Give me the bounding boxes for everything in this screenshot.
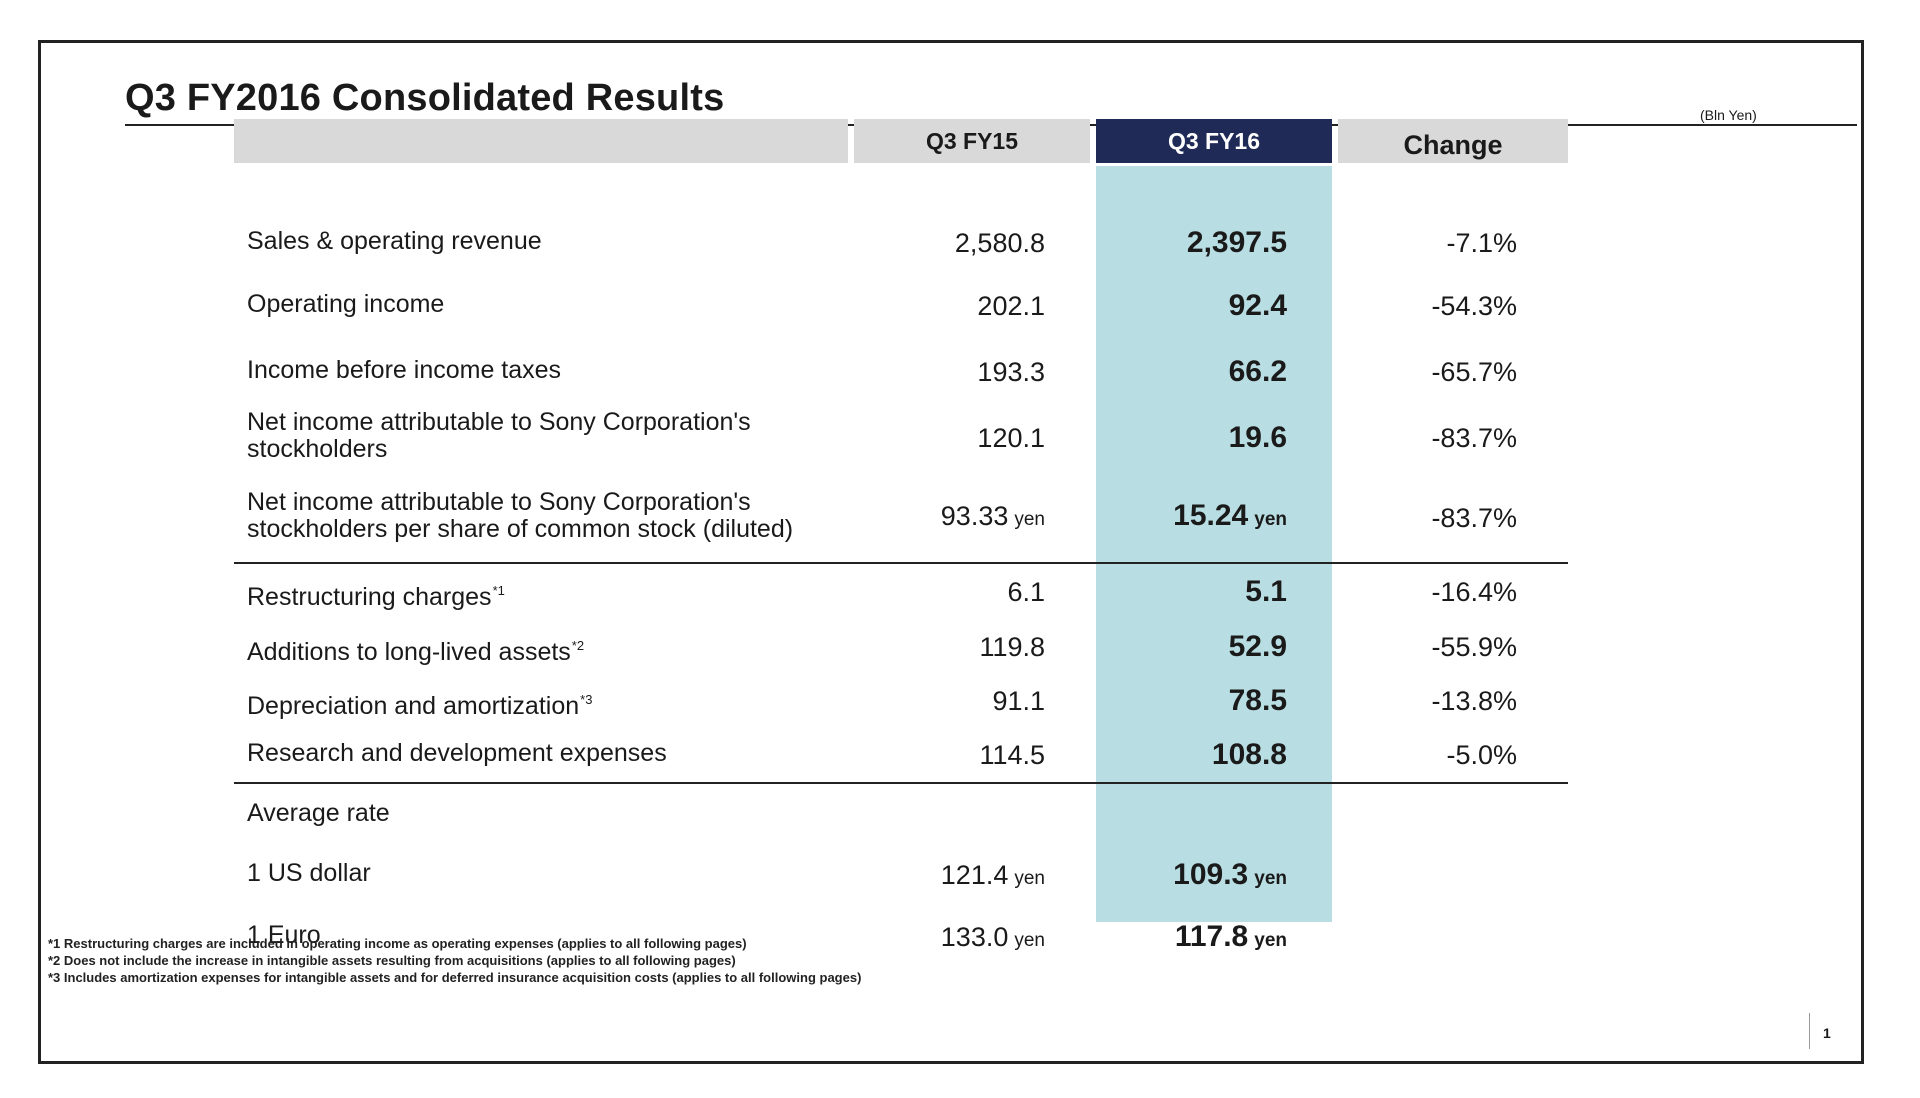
row-label-line-2: stockholders [247,435,388,463]
value-fy15: 119.8 [979,632,1045,662]
footnote-marker: *2 [571,638,585,653]
footnote-3: *3 Includes amortization expenses for in… [48,970,862,985]
value-change: -7.1% [1446,228,1517,258]
value-fy16: 78.5 [1228,684,1287,717]
header-q3-fy16: Q3 FY16 [1096,119,1332,163]
value-fy16: 2,397.5 [1186,226,1287,259]
slide-frame: Q3 FY2016 Consolidated Results 1 [38,40,1864,1064]
yen-unit: yen [1254,509,1287,530]
page-title: Q3 FY2016 Consolidated Results [125,77,725,119]
fy16-number: 109.3 [1173,858,1249,891]
value-fy15: 202.1 [977,291,1045,321]
value-fy15: 193.3 [977,357,1045,387]
value-fy16: 66.2 [1228,355,1287,388]
value-fy15: 120.1 [977,423,1045,453]
row-label: Additions to long-lived assets*2 [247,632,584,666]
fy16-number: 117.8 [1174,920,1249,953]
footnote-marker: *3 [580,692,593,707]
yen-unit: yen [1254,930,1287,951]
row-label: Income before income taxes [247,356,562,384]
page-number: 1 [1823,1025,1831,1041]
page-number-divider [1809,1013,1810,1049]
header-change: Change [1338,119,1568,163]
header-q3-fy15: Q3 FY15 [854,119,1090,163]
value-change: -55.9% [1431,632,1517,662]
value-fy16: 52.9 [1228,630,1287,663]
fy15-number: 133.0 [940,922,1009,952]
value-change: -83.7% [1431,423,1517,453]
fy15-number: 93.33 [940,501,1009,531]
value-fy15: 93.33 yen [941,501,1045,532]
value-change: -13.8% [1431,686,1517,716]
average-rate-label: Average rate [247,799,390,827]
value-change: -83.7% [1431,503,1517,533]
value-fy16: 108.8 [1211,738,1287,771]
row-label-line-1: Net income attributable to Sony Corporat… [247,408,751,436]
section-divider-2 [234,782,1568,784]
value-fy15: 121.4 yen [941,860,1045,891]
row-label-line-2: stockholders per share of common stock (… [247,515,794,543]
row-label: Operating income [247,290,445,318]
value-fy15: 91.1 [992,686,1045,716]
value-fy15: 2,580.8 [954,228,1045,258]
fy15-number: 121.4 [940,860,1009,890]
row-label: Research and development expenses [247,739,667,767]
yen-unit: yen [1014,868,1045,889]
footnotes: *1 Restructuring charges are included in… [48,935,861,986]
row-label: Restructuring charges*1 [247,577,505,611]
current-quarter-highlight [1096,166,1332,922]
value-fy16: 19.6 [1228,421,1287,454]
value-fy16: 5.1 [1245,575,1287,608]
footnote-marker: *1 [492,583,505,598]
row-label: 1 US dollar [247,859,371,887]
value-fy15: 133.0 yen [941,922,1045,953]
unit-label: (Bln Yen) [1700,107,1757,123]
value-fy15: 6.1 [1007,577,1045,607]
row-label: 1 Euro [247,921,321,949]
header-blank-cell [234,119,848,163]
row-label: Depreciation and amortization*3 [247,686,592,720]
row-label: Net income attributable to Sony Corporat… [247,489,793,543]
yen-unit: yen [1014,930,1045,951]
yen-unit: yen [1254,868,1287,889]
fy16-number: 15.24 [1173,499,1249,532]
value-fy16: 15.24 yen [1173,499,1287,533]
value-fy16: 117.8 yen [1175,920,1287,954]
row-label-line-1: Net income attributable to Sony Corporat… [247,488,751,516]
value-change: -5.0% [1446,740,1517,770]
row-label-text: Depreciation and amortization [247,692,580,720]
value-change: -65.7% [1431,357,1517,387]
yen-unit: yen [1014,509,1045,530]
value-fy16: 109.3 yen [1173,858,1287,892]
row-label-text: Restructuring charges [247,583,492,611]
value-change: -54.3% [1431,291,1517,321]
footnote-2: *2 Does not include the increase in inta… [48,953,736,968]
row-label: Sales & operating revenue [247,227,542,255]
value-fy16: 92.4 [1228,289,1287,322]
row-label-text: Additions to long-lived assets [247,638,571,666]
footnote-1: *1 Restructuring charges are included in… [48,936,747,951]
section-divider-1 [234,562,1568,564]
value-change: -16.4% [1431,577,1517,607]
value-fy15: 114.5 [979,740,1045,770]
row-label: Net income attributable to Sony Corporat… [247,409,751,463]
